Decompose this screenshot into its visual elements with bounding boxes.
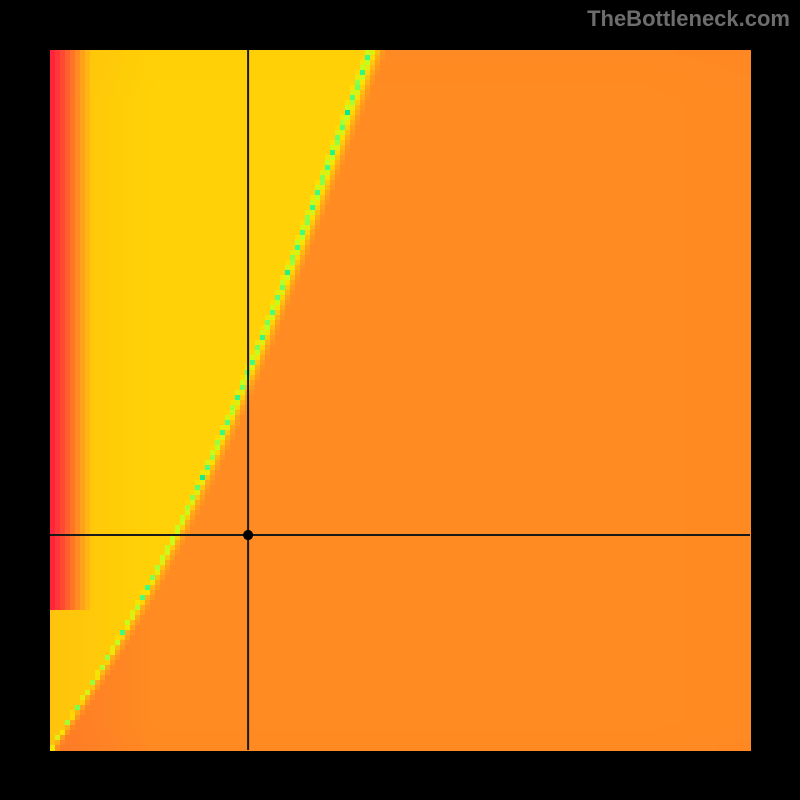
bottleneck-heatmap <box>0 0 800 800</box>
watermark-text: TheBottleneck.com <box>587 6 790 32</box>
chart-root: TheBottleneck.com <box>0 0 800 800</box>
